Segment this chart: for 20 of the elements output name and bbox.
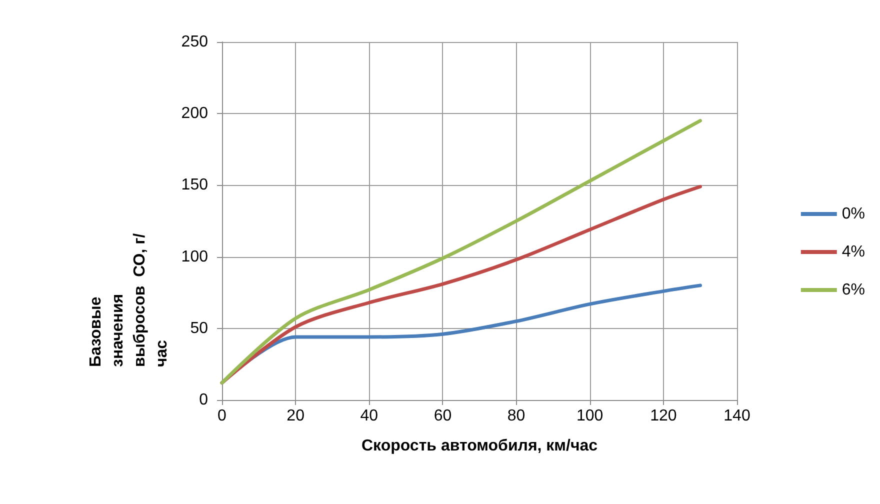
y-tick-label: 100 bbox=[181, 248, 208, 266]
x-tick-label: 140 bbox=[724, 408, 750, 424]
legend-label: 6% bbox=[842, 282, 865, 298]
x-tick-label: 120 bbox=[650, 408, 677, 424]
x-tick-label: 60 bbox=[434, 408, 452, 424]
y-tick-label: 200 bbox=[181, 105, 208, 122]
y-axis-title: Базовые значения выбросов СО, г/час bbox=[88, 232, 170, 367]
x-tick-label: 40 bbox=[360, 408, 378, 424]
line-series bbox=[220, 119, 702, 385]
y-tick-label: 150 bbox=[181, 176, 208, 194]
y-tick-label: 50 bbox=[190, 320, 208, 337]
legend-label: 4% bbox=[842, 244, 865, 260]
legend-label: 0% bbox=[842, 206, 865, 222]
x-tick-label: 80 bbox=[507, 408, 526, 424]
y-tick-label: 0 bbox=[199, 392, 208, 408]
x-axis-title: Скорость автомобиля, км/час bbox=[361, 438, 598, 454]
x-tick-label: 20 bbox=[286, 408, 305, 424]
x-tick-label: 100 bbox=[576, 408, 604, 424]
x-tick-label: 0 bbox=[218, 408, 227, 424]
y-tick-label: 250 bbox=[181, 34, 208, 50]
